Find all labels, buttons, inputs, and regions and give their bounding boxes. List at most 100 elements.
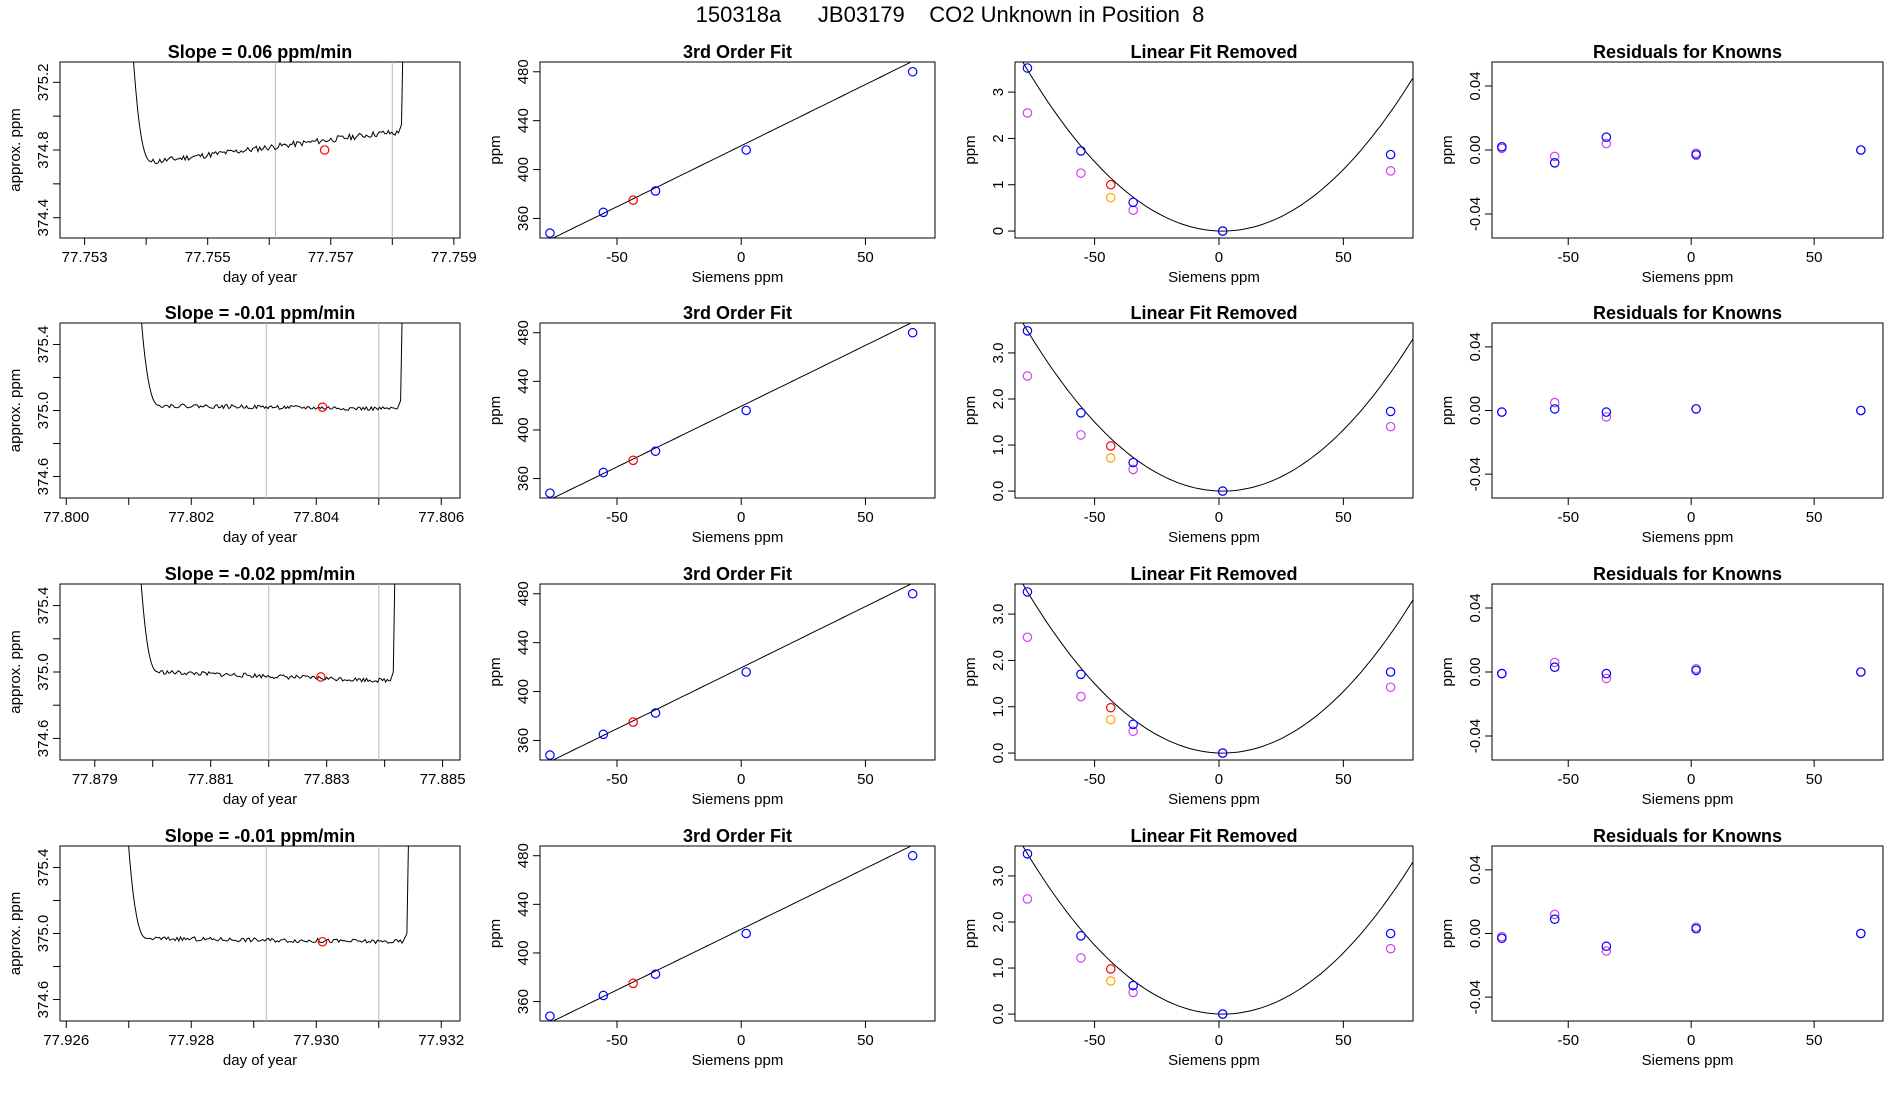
known-point	[1385, 928, 1396, 939]
panel-title: Linear Fit Removed	[1130, 826, 1297, 846]
raw-known-point	[1549, 151, 1560, 162]
x-tick-label: 77.759	[431, 249, 477, 266]
plot-frame	[59, 583, 461, 761]
known-point	[1856, 405, 1866, 416]
y-axis-label: ppm	[487, 919, 504, 948]
panel-title: 3rd Order Fit	[683, 303, 792, 323]
x-axis-label: Siemens ppm	[692, 791, 784, 808]
raw-known-point	[1128, 464, 1138, 475]
y-axis-label: ppm	[1439, 396, 1456, 425]
known-point	[1217, 486, 1228, 496]
known-point	[1385, 406, 1396, 417]
plot-area	[1022, 846, 1413, 1019]
panel-3-3: Residuals for Knowns -50 0 50 -0.04 0.00 0.04 S…	[1439, 826, 1884, 1069]
known-point	[1076, 931, 1086, 941]
y-tick-label: 2.0	[990, 389, 1007, 410]
fit-curve	[1022, 323, 1413, 492]
x-tick-label: 50	[1806, 509, 1823, 526]
known-point	[741, 145, 751, 155]
fit-curve	[1022, 62, 1413, 232]
x-tick-label: 0	[1215, 771, 1223, 788]
x-tick-label: -50	[1084, 1032, 1106, 1049]
known-point	[1856, 145, 1866, 155]
plot-frame	[1491, 583, 1884, 761]
y-tick-label: -0.04	[1467, 980, 1484, 1014]
y-tick-label: 400	[515, 157, 532, 182]
known-point	[1549, 158, 1560, 168]
panel-title: Slope = -0.01 ppm/min	[165, 826, 356, 846]
y-tick-label: 3.0	[990, 866, 1007, 887]
y-tick-label: 1.0	[990, 958, 1007, 979]
plot-area	[545, 846, 918, 1021]
y-tick-label: 0.00	[1467, 135, 1484, 164]
plot-frame	[1014, 583, 1414, 761]
plot-frame	[1014, 845, 1414, 1022]
x-axis-label: day of year	[223, 269, 297, 286]
raw-known-point	[1549, 397, 1560, 408]
known-point	[1497, 933, 1507, 944]
y-tick-label: 360	[515, 989, 532, 1014]
y-tick-label: 374.6	[35, 458, 52, 496]
known-point	[598, 467, 609, 478]
raw-known-point	[1601, 673, 1612, 684]
known-point	[1601, 132, 1612, 142]
x-axis-label: day of year	[223, 529, 297, 546]
x-tick-label: 77.885	[420, 771, 466, 788]
x-tick-label: -50	[1557, 249, 1579, 266]
y-tick-label: 374.6	[35, 981, 52, 1019]
known-point	[1549, 662, 1560, 672]
x-axis-label: Siemens ppm	[1642, 791, 1734, 808]
known-point	[1549, 914, 1560, 924]
known-point	[598, 990, 609, 1001]
panel-title: Slope = -0.01 ppm/min	[165, 303, 356, 323]
known-point	[1022, 849, 1033, 859]
panel-3-0: Slope = -0.01 ppm/min 77.926 77.928 77.930 7…	[7, 826, 464, 1069]
panel-0-1: 3rd Order Fit -50 0 50 360 400 440 480 Siemens p…	[487, 42, 936, 286]
y-tick-label: 480	[515, 581, 532, 606]
known-point	[1217, 748, 1228, 758]
plot-area	[1497, 397, 1866, 422]
panel-1-2: Linear Fit Removed -50 0 50 0.0 1.0 2.0 3.0 Siem…	[962, 303, 1414, 546]
page-title: 150318a JB03179 CO2 Unknown in Position …	[695, 2, 1205, 27]
panel-title: Slope = 0.06 ppm/min	[168, 42, 353, 62]
known-point	[650, 708, 661, 718]
raw-known-point	[1385, 682, 1396, 693]
x-tick-label: 77.755	[185, 249, 231, 266]
x-tick-label: 77.879	[72, 771, 118, 788]
y-axis-label: ppm	[487, 135, 504, 164]
known-point	[1217, 226, 1228, 236]
x-tick-label: 77.883	[304, 771, 350, 788]
x-axis-label: Siemens ppm	[1168, 529, 1260, 546]
raw-known-point	[1022, 894, 1033, 904]
x-tick-label: 0	[1215, 249, 1223, 266]
y-tick-label: -0.04	[1467, 719, 1484, 753]
plot-area	[1022, 323, 1413, 496]
x-tick-label: 0	[737, 1032, 745, 1049]
x-tick-label: 0	[1687, 509, 1695, 526]
y-tick-label: 3.0	[990, 343, 1007, 364]
panel-title: Linear Fit Removed	[1130, 303, 1297, 323]
x-axis-label: Siemens ppm	[1642, 1052, 1734, 1069]
x-tick-label: 77.806	[418, 509, 464, 526]
x-tick-label: -50	[606, 249, 628, 266]
y-tick-label: 2	[990, 134, 1007, 142]
panel-title: Residuals for Knowns	[1593, 564, 1782, 584]
panel-title: Residuals for Knowns	[1593, 42, 1782, 62]
y-axis-label: ppm	[1439, 919, 1456, 948]
x-axis-label: Siemens ppm	[692, 269, 784, 286]
y-axis-label: approx. ppm	[7, 630, 24, 713]
x-tick-label: 50	[857, 249, 874, 266]
unknown-point	[1105, 179, 1116, 190]
y-axis-label: ppm	[487, 657, 504, 686]
x-tick-label: -50	[606, 1032, 628, 1049]
x-tick-label: 50	[1335, 509, 1352, 526]
x-tick-label: 50	[1335, 1032, 1352, 1049]
x-tick-label: -50	[1557, 509, 1579, 526]
y-tick-label: 375.4	[35, 326, 52, 364]
x-tick-label: 77.753	[62, 249, 108, 266]
y-tick-label: 3	[990, 88, 1007, 96]
trace-line	[128, 846, 409, 945]
unknown-point	[628, 455, 638, 466]
raw-known-point	[1128, 205, 1138, 216]
